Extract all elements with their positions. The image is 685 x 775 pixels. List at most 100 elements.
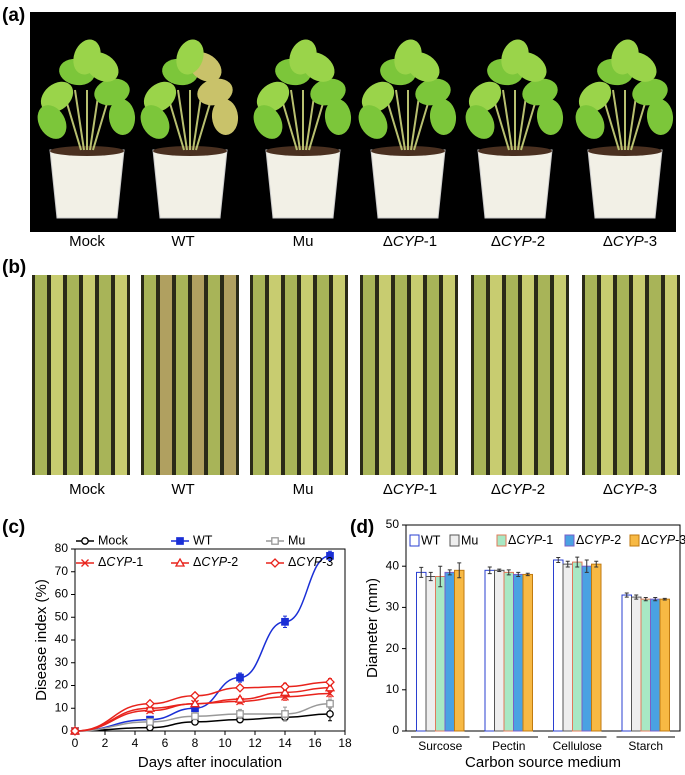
stem-stripe bbox=[144, 275, 156, 475]
error-bar bbox=[457, 562, 462, 579]
leaf bbox=[324, 99, 352, 135]
stem-stripe bbox=[601, 275, 613, 475]
x-tick-label: Surcose bbox=[418, 739, 462, 753]
bar bbox=[435, 576, 446, 732]
pot bbox=[587, 149, 663, 219]
panel-label: (a) bbox=[2, 5, 25, 26]
x-tick-label: 12 bbox=[248, 736, 262, 750]
legend-swatch bbox=[409, 534, 420, 547]
stem-stripe bbox=[554, 275, 566, 475]
leaf bbox=[575, 105, 605, 139]
stem-stripe bbox=[379, 275, 391, 475]
pot bbox=[152, 149, 228, 219]
leaf bbox=[40, 81, 74, 113]
x-tick-label: 14 bbox=[278, 736, 292, 750]
leaf bbox=[108, 99, 136, 135]
y-tick-label: 50 bbox=[55, 609, 69, 623]
legend-swatch bbox=[496, 534, 507, 547]
legend-marker bbox=[176, 537, 184, 545]
legend-label: ΔCYP-2 bbox=[193, 555, 238, 569]
leaf bbox=[94, 78, 130, 106]
photo-caption: ΔCYP-2 bbox=[491, 233, 545, 250]
soil bbox=[50, 146, 124, 156]
error-bar bbox=[556, 557, 561, 563]
leaf bbox=[37, 105, 67, 139]
marker bbox=[190, 690, 200, 701]
photo-caption: WT bbox=[171, 481, 194, 498]
stem-stripe bbox=[83, 275, 95, 475]
plant-photos bbox=[37, 39, 674, 219]
stem bbox=[612, 89, 623, 151]
legend-swatch bbox=[564, 534, 575, 547]
error-bar bbox=[584, 559, 589, 573]
photo-caption: ΔCYP-3 bbox=[603, 233, 657, 250]
leaf bbox=[501, 39, 529, 75]
marker bbox=[326, 699, 334, 708]
bar bbox=[503, 571, 514, 732]
leaf bbox=[143, 81, 177, 113]
leaf bbox=[140, 105, 170, 139]
stem-stripe bbox=[208, 275, 220, 475]
x-tick-label: 10 bbox=[218, 736, 232, 750]
pot bbox=[265, 149, 341, 219]
stem-stripe bbox=[160, 275, 172, 475]
y-tick-label: 30 bbox=[55, 655, 69, 669]
stem-stripe bbox=[176, 275, 188, 475]
stem bbox=[502, 89, 513, 151]
stem-stripe bbox=[285, 275, 297, 475]
stem-photo bbox=[32, 275, 130, 475]
photo-background bbox=[30, 12, 676, 232]
stem-photo bbox=[360, 275, 458, 475]
x-tick-label: Pectin bbox=[492, 739, 525, 753]
leaf bbox=[289, 39, 317, 75]
stem-photo bbox=[471, 275, 569, 475]
stem-stripe bbox=[224, 275, 236, 475]
x-tick-label: Starch bbox=[628, 739, 663, 753]
y-tick-label: 0 bbox=[61, 723, 68, 737]
marker bbox=[324, 682, 336, 692]
bar bbox=[581, 565, 592, 732]
stem-stripe bbox=[538, 275, 550, 475]
error-bar bbox=[624, 592, 629, 598]
y-tick-label: 0 bbox=[392, 723, 399, 737]
bar bbox=[425, 576, 436, 732]
soil bbox=[478, 146, 552, 156]
bar bbox=[494, 569, 505, 732]
marker bbox=[236, 673, 244, 682]
legend-marker bbox=[174, 557, 186, 567]
stem-stripe bbox=[522, 275, 534, 475]
stem-photo bbox=[141, 275, 239, 475]
x-tick-label: Cellulose bbox=[553, 739, 603, 753]
pot bbox=[49, 149, 125, 219]
error-bar bbox=[516, 571, 521, 577]
marker bbox=[326, 710, 334, 718]
bar bbox=[640, 598, 651, 732]
legend-marker bbox=[81, 559, 89, 567]
marker bbox=[280, 681, 290, 692]
marker bbox=[281, 617, 289, 626]
legend-swatch bbox=[629, 534, 640, 547]
x-axis-title: Days after inoculation bbox=[138, 754, 282, 771]
legend-label: Mu bbox=[461, 533, 478, 547]
leaf bbox=[394, 39, 422, 75]
leaf bbox=[611, 39, 639, 75]
panel-label: (c) bbox=[2, 517, 25, 538]
error-bar bbox=[662, 597, 667, 601]
legend-label: ΔCYP-1 bbox=[98, 555, 143, 569]
stem-stripe bbox=[363, 275, 375, 475]
legend-label: Mock bbox=[98, 533, 129, 547]
stem-stripe bbox=[301, 275, 313, 475]
leaf bbox=[578, 81, 612, 113]
y-tick-label: 10 bbox=[386, 682, 400, 696]
legend-label: WT bbox=[421, 533, 441, 547]
stem bbox=[395, 89, 406, 151]
stem bbox=[74, 89, 85, 151]
legend-label: ΔCYP-1 bbox=[508, 533, 553, 547]
leaf bbox=[253, 105, 283, 139]
error-bar bbox=[419, 566, 424, 578]
stem-stripe bbox=[443, 275, 455, 475]
bar bbox=[631, 596, 642, 732]
marker bbox=[281, 710, 289, 718]
leaf bbox=[646, 99, 674, 135]
plot-frame bbox=[405, 524, 681, 732]
